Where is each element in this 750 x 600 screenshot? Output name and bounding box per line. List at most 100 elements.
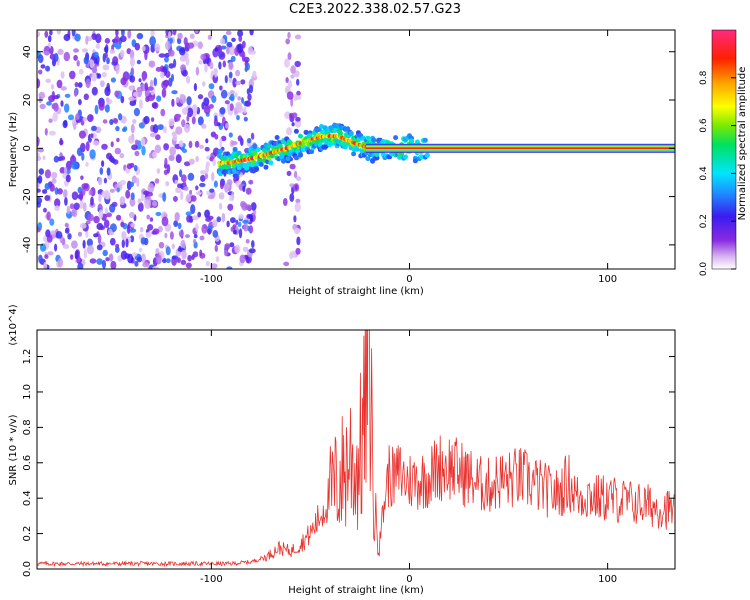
noise-pixel [57, 188, 63, 195]
noise-pixel [190, 195, 197, 202]
noise-pixel [121, 231, 127, 240]
noise-pixel [37, 152, 40, 157]
carrier-core [365, 147, 675, 150]
noise-pixel [200, 53, 206, 61]
noise-pixel [225, 122, 229, 129]
noise-pixel [65, 160, 72, 171]
noise-pixel [89, 258, 97, 264]
noise-pixel [40, 64, 46, 69]
noise-pixel [175, 126, 183, 135]
noise-pixel [53, 155, 60, 163]
noise-pixel [97, 177, 103, 186]
noise-pixel [60, 100, 64, 107]
noise-pixel [110, 157, 116, 164]
noise-pixel [87, 213, 94, 222]
noise-pixel [37, 182, 40, 188]
noise-pixel [60, 155, 66, 161]
signal-pixel [303, 129, 309, 135]
noise-pixel [105, 44, 109, 54]
noise-pixel [179, 169, 183, 178]
noise-pixel [248, 248, 256, 254]
noise-pixel [168, 31, 172, 39]
noise-pixel [87, 114, 94, 123]
noise-pixel [69, 70, 76, 80]
noise-pixel [64, 197, 68, 206]
noise-pixel [149, 132, 157, 138]
noise-pixel [104, 37, 111, 44]
noise-pixel [197, 94, 204, 100]
signal-pixel [307, 133, 313, 139]
noise-pixel [224, 75, 228, 84]
noise-pixel [183, 37, 188, 46]
noise-pixel [120, 221, 125, 228]
signal-pixel [231, 167, 237, 173]
noise-pixel [45, 65, 51, 72]
noise-pixel [146, 214, 150, 220]
y-tick-label: 0.6 [22, 455, 33, 471]
noise-pixel [101, 160, 105, 168]
noise-pixel [140, 253, 146, 263]
noise-pixel [289, 193, 295, 202]
noise-pixel [113, 118, 119, 124]
noise-pixel [110, 260, 117, 269]
noise-pixel [99, 167, 104, 175]
noise-pixel [214, 244, 218, 252]
noise-pixel [77, 82, 83, 88]
noise-pixel [185, 262, 192, 269]
noise-pixel [128, 96, 135, 102]
noise-pixel [101, 72, 107, 78]
noise-pixel [168, 49, 175, 57]
noise-pixel [151, 102, 158, 109]
noise-pixel [165, 181, 170, 187]
noise-pixel [136, 177, 140, 187]
noise-pixel [48, 130, 56, 136]
noise-pixel [164, 232, 168, 239]
noise-pixel [140, 226, 144, 233]
noise-pixel [47, 35, 52, 43]
noise-pixel [78, 68, 84, 75]
noise-pixel [238, 214, 245, 220]
noise-pixel [246, 88, 250, 95]
noise-pixel [187, 42, 195, 49]
noise-pixel [53, 102, 59, 112]
noise-pixel [194, 140, 200, 148]
snr-frame [36, 329, 676, 570]
noise-pixel [80, 175, 84, 180]
noise-pixel [171, 73, 174, 82]
noise-pixel [93, 51, 99, 58]
noise-pixel [291, 112, 298, 118]
signal-pixel [236, 150, 242, 156]
noise-pixel [97, 73, 102, 79]
heatmap-axes: -100 0 100 -40 -20 0 20 40 Height of straight li… [8, 29, 676, 297]
noise-pixel [134, 260, 139, 267]
noise-pixel [108, 228, 113, 235]
colorbar-tick-label: 0.4 [699, 166, 709, 181]
noise-pixel [208, 215, 214, 220]
noise-pixel [156, 95, 162, 102]
noise-pixel [98, 209, 104, 219]
noise-pixel [130, 192, 135, 200]
noise-pixel [183, 123, 191, 133]
noise-pixel [286, 170, 292, 177]
signal-pixel [360, 135, 366, 141]
colorbar: 0.0 0.2 0.4 0.6 0.8 Normalized spectral ampli… [699, 29, 748, 276]
noise-pixel [98, 101, 105, 111]
noise-pixel [229, 89, 235, 95]
x-axis-label: Height of straight line (km) [288, 286, 424, 297]
noise-pixel [156, 168, 161, 174]
noise-pixel [241, 97, 244, 104]
noise-pixel [249, 30, 254, 36]
noise-pixel [241, 51, 246, 60]
noise-pixel [248, 84, 254, 94]
noise-pixel [125, 189, 131, 199]
noise-pixel [37, 227, 41, 233]
noise-pixel [241, 40, 246, 49]
noise-pixel [236, 115, 240, 121]
noise-pixel [82, 239, 86, 249]
noise-pixel [134, 150, 140, 157]
noise-pixel [85, 78, 91, 89]
noise-pixel [53, 52, 59, 62]
signal-pixel [409, 138, 414, 144]
noise-pixel [47, 251, 54, 256]
noise-pixel [71, 209, 76, 217]
